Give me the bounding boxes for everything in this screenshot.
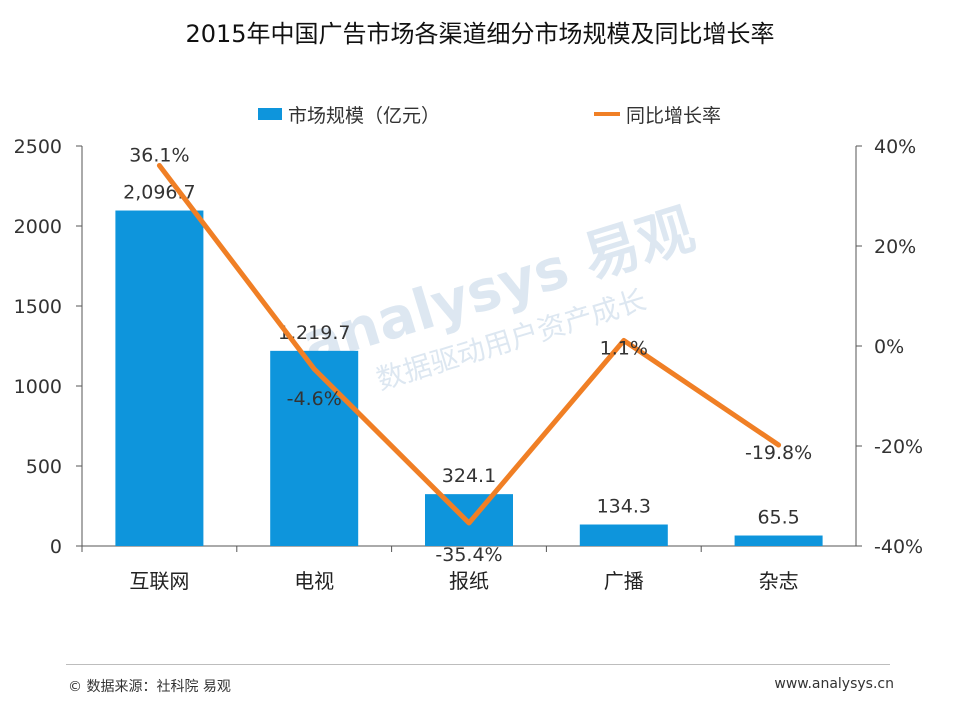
category-label: 杂志	[759, 569, 799, 593]
growth-value-label: 36.1%	[129, 145, 189, 167]
bar	[579, 524, 668, 546]
bar	[270, 350, 359, 546]
source-note: © 数据来源：社科院 易观	[68, 679, 231, 695]
legend: 市场规模（亿元） 同比增长率	[258, 105, 721, 127]
growth-labels: 36.1% -4.6% -35.4% 1.1% -19.8%	[129, 145, 812, 567]
category-label: 报纸	[449, 569, 489, 593]
left-tick-label: 0	[50, 536, 62, 558]
growth-value-label: 1.1%	[600, 338, 648, 360]
bar	[115, 210, 204, 546]
growth-value-label: -4.6%	[287, 388, 342, 410]
right-axis-ticks: -40% -20% 0% 20% 40%	[856, 136, 923, 558]
bar-value-label: 134.3	[597, 496, 651, 518]
legend-bar-label: 市场规模（亿元）	[288, 105, 440, 127]
growth-value-label: -35.4%	[435, 544, 502, 566]
category-labels: 互联网 电视 报纸 广播 杂志	[81, 546, 799, 593]
left-tick-label: 2500	[14, 136, 62, 158]
growth-value-label: -19.8%	[745, 442, 812, 464]
bar-value-label: 324.1	[442, 465, 496, 487]
right-tick-label: -40%	[874, 536, 923, 558]
bars	[115, 210, 823, 546]
category-label: 电视	[294, 569, 334, 593]
right-tick-label: 40%	[874, 136, 916, 158]
category-label: 广播	[604, 569, 644, 593]
right-tick-label: -20%	[874, 436, 923, 458]
footer-divider	[66, 664, 890, 665]
left-tick-label: 1000	[14, 376, 62, 398]
left-tick-label: 500	[26, 456, 62, 478]
left-axis-ticks: 0 500 1000 1500 2000 2500	[14, 136, 82, 558]
right-tick-label: 0%	[874, 336, 904, 358]
growth-line	[156, 163, 782, 526]
legend-line-label: 同比增长率	[626, 105, 721, 127]
legend-bar-swatch	[258, 108, 282, 120]
category-label: 互联网	[129, 569, 189, 593]
chart-title: 2015年中国广告市场各渠道细分市场规模及同比增长率	[185, 20, 774, 48]
bar-value-label: 1,219.7	[278, 322, 351, 344]
bar	[734, 535, 823, 546]
growth-line-path	[156, 163, 782, 526]
chart: 2015年中国广告市场各渠道细分市场规模及同比增长率 analysys 易观 数…	[14, 20, 923, 593]
left-tick-label: 2000	[14, 216, 62, 238]
bar-value-label: 65.5	[757, 507, 799, 529]
right-tick-label: 20%	[874, 236, 916, 258]
left-tick-label: 1500	[14, 296, 62, 318]
website-link[interactable]: www.analysys.cn	[774, 676, 894, 692]
